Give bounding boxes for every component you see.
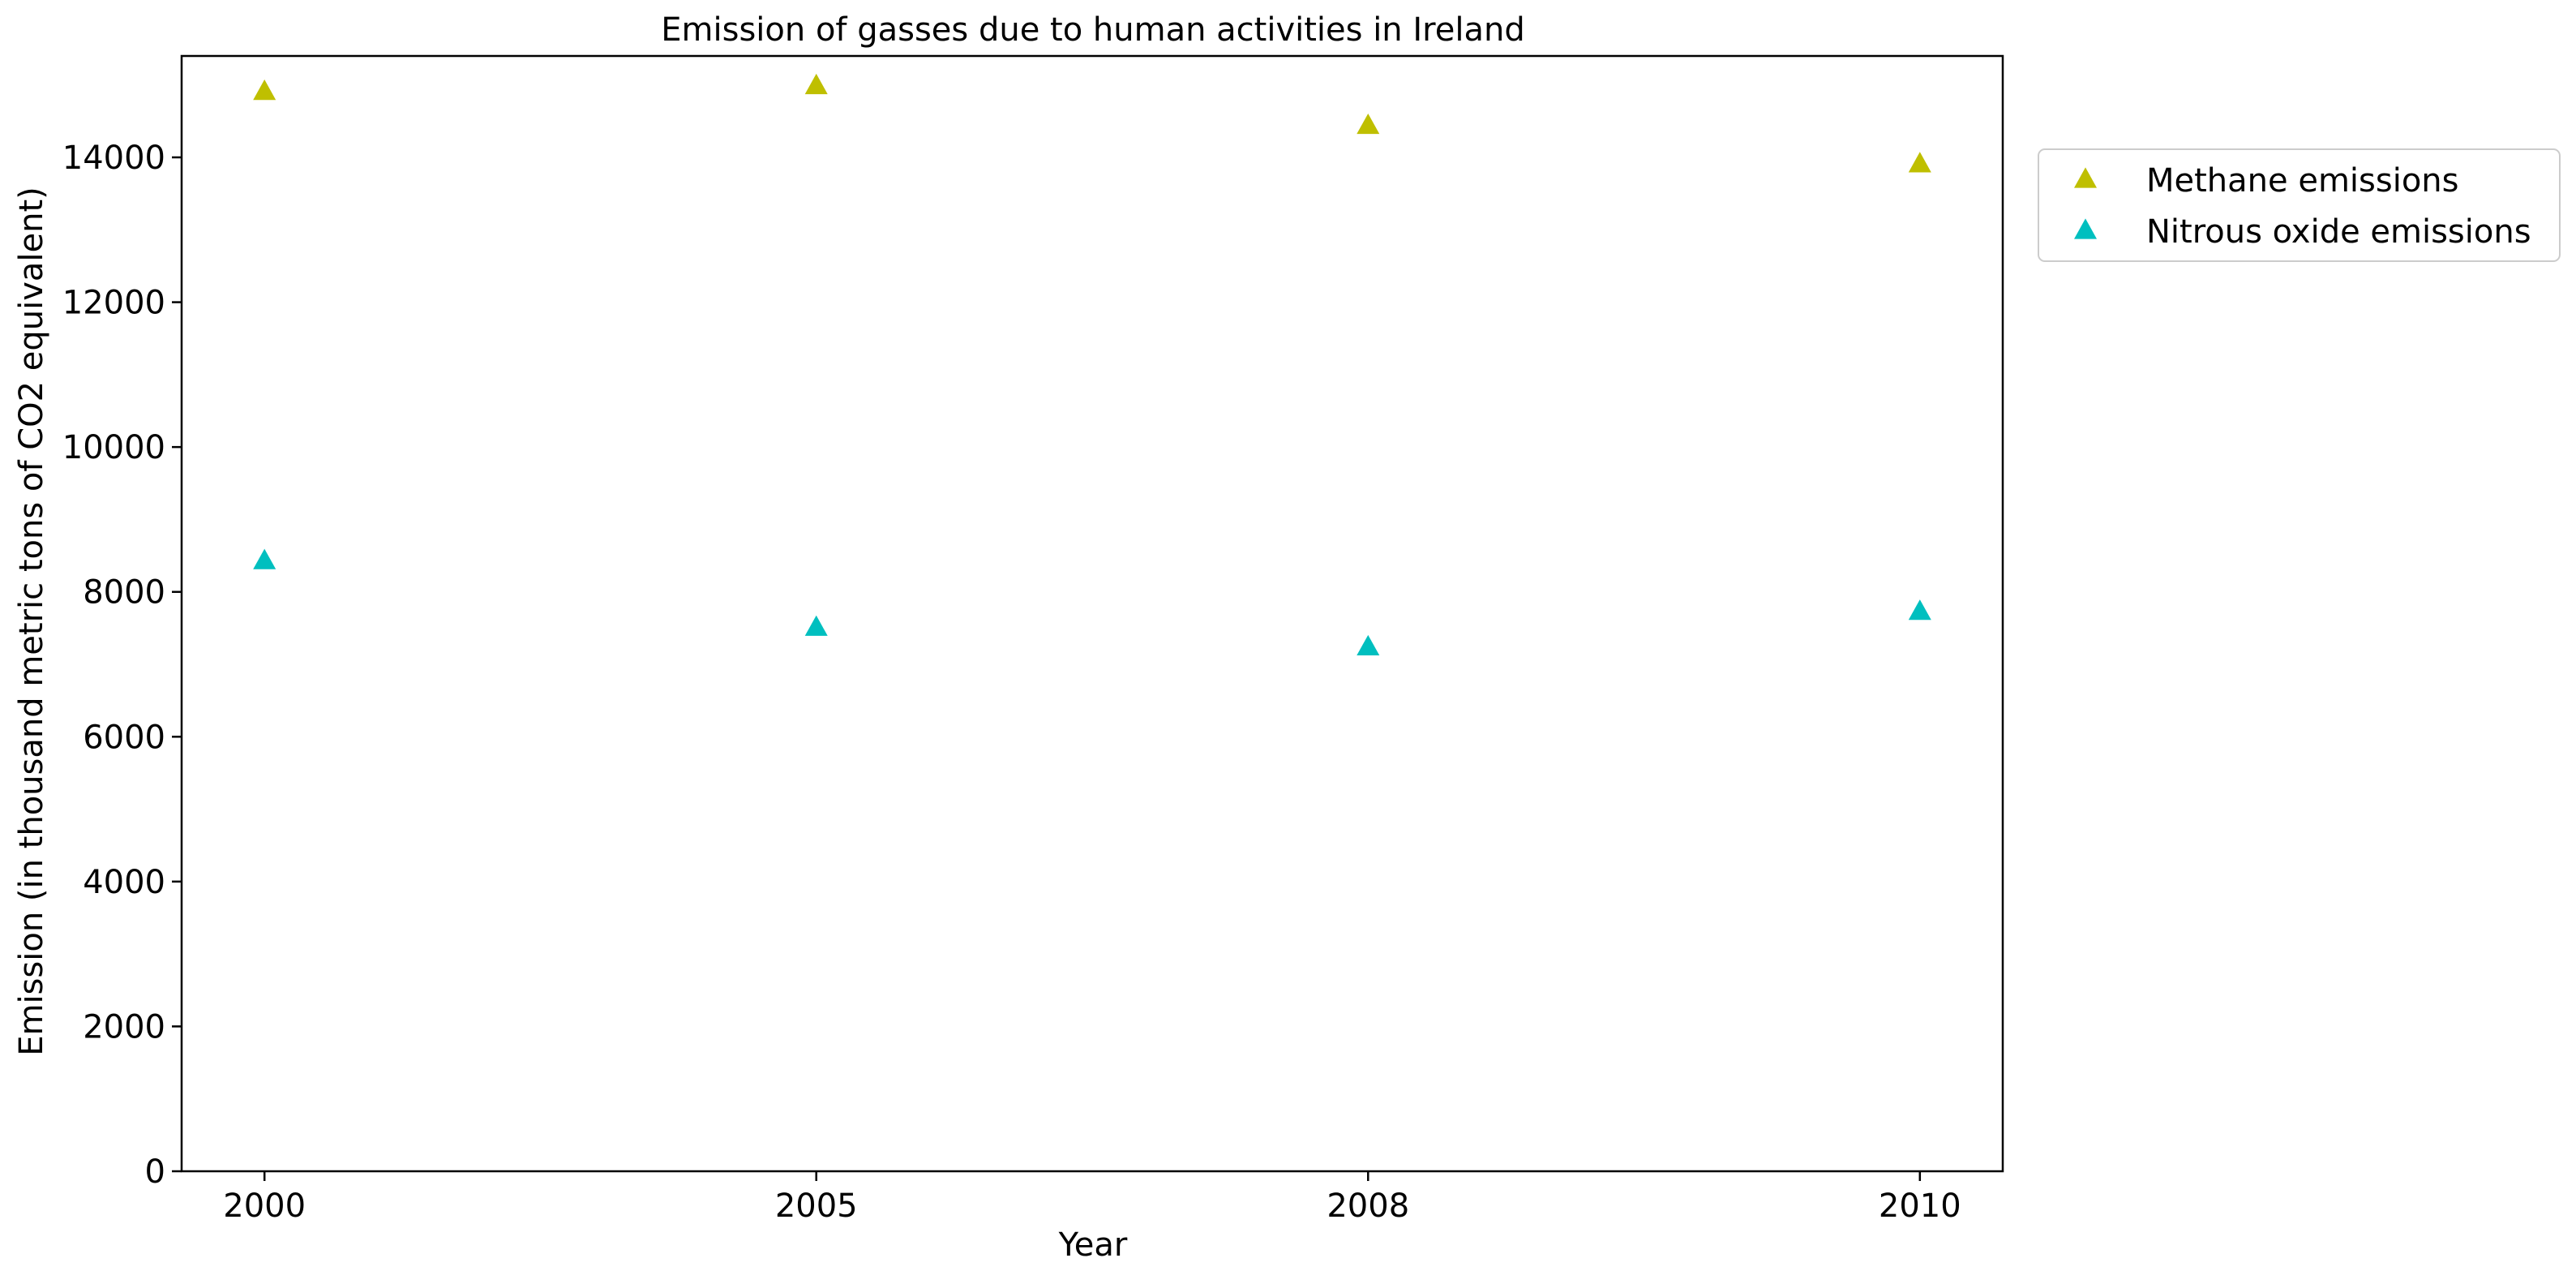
data-point (804, 615, 828, 636)
y-tick-label: 8000 (83, 574, 165, 612)
x-tick-label: 2000 (223, 1187, 306, 1225)
legend: Methane emissions Nitrous oxide emissions (2038, 148, 2561, 262)
legend-box (2038, 148, 2561, 262)
plot-frame (180, 54, 2004, 1173)
legend-marker (2074, 167, 2097, 188)
data-point (253, 79, 276, 101)
x-tick-label: 2010 (1879, 1187, 1961, 1225)
data-point (253, 548, 276, 569)
legend-label: Nitrous oxide emissions (2146, 213, 2531, 251)
legend-marker (2074, 218, 2097, 239)
data-point (1908, 152, 1931, 173)
y-axis-label: Emission (in thousand metric tons of CO2… (13, 187, 50, 1056)
series-methane (253, 73, 1931, 173)
data-point (804, 73, 828, 95)
y-tick-label: 6000 (83, 719, 165, 756)
y-tick-label: 12000 (62, 285, 165, 322)
y-tick-label: 10000 (62, 429, 165, 466)
x-axis-label: Year (1058, 1226, 1128, 1264)
x-tick-label: 2005 (775, 1187, 858, 1225)
data-point (1908, 599, 1931, 621)
x-tick-label: 2008 (1327, 1187, 1409, 1225)
y-tick-label: 2000 (83, 1008, 165, 1046)
plot-area: 0 2000 4000 6000 8000 10000 12000 14000 2000 2005… (62, 54, 2004, 1225)
data-point (1357, 634, 1380, 656)
legend-label: Methane emissions (2146, 162, 2459, 200)
y-tick-label: 0 (145, 1153, 165, 1191)
series-nitrous-oxide (253, 548, 1931, 656)
data-point (1357, 113, 1380, 135)
chart-title: Emission of gasses due to human activiti… (661, 11, 1524, 49)
y-tick-label: 4000 (83, 864, 165, 901)
y-tick-label: 14000 (62, 140, 165, 177)
